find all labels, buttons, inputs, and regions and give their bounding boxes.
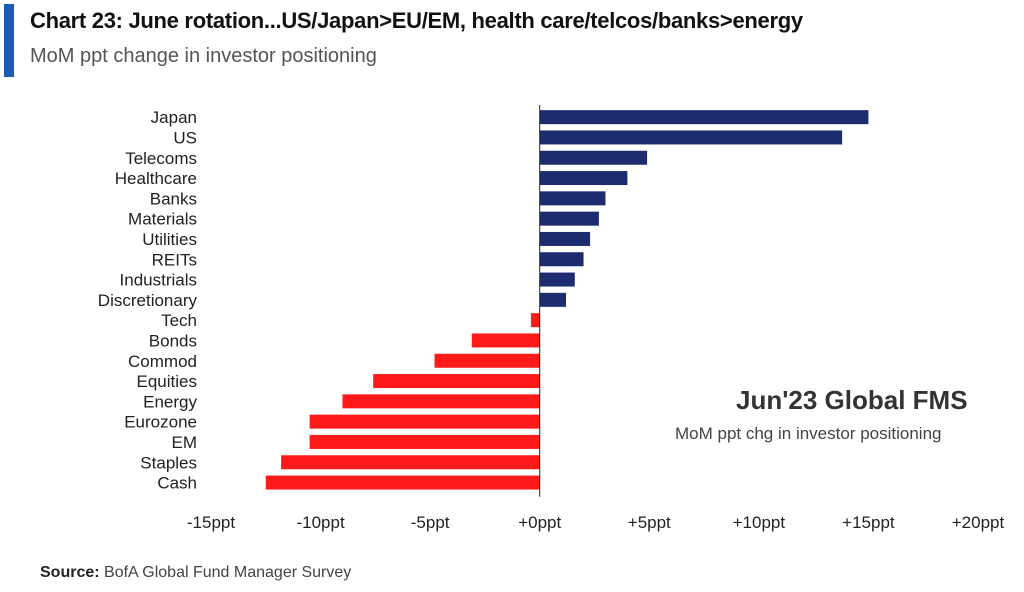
bar-industrials: [539, 272, 575, 287]
category-label: EM: [172, 433, 198, 452]
bar-japan: [539, 110, 869, 125]
source-label: Source:: [40, 564, 100, 581]
category-label: US: [173, 128, 197, 147]
category-label: Discretionary: [98, 291, 198, 310]
source-text: BofA Global Fund Manager Survey: [104, 564, 352, 581]
bar-bonds: [471, 333, 540, 348]
category-label: Tech: [161, 311, 197, 330]
bar-telecoms: [539, 150, 648, 165]
category-label: Industrials: [120, 271, 197, 290]
bar-banks: [539, 191, 606, 206]
category-label: Energy: [143, 392, 197, 411]
bar-em: [309, 434, 540, 449]
x-tick-label: -10ppt: [296, 513, 344, 532]
category-label: Cash: [157, 474, 197, 493]
bar-us: [539, 130, 843, 145]
x-tick-label: +20ppt: [952, 513, 1005, 532]
category-label: Commod: [128, 352, 197, 371]
x-tick-label: -5ppt: [411, 513, 450, 532]
bar-reits: [539, 252, 584, 267]
category-label: Bonds: [149, 331, 197, 350]
bar-energy: [342, 394, 540, 409]
bar-equities: [373, 374, 540, 389]
category-label: Banks: [150, 189, 197, 208]
x-tick-label: +5ppt: [628, 513, 671, 532]
bar-cash: [265, 475, 540, 490]
bar-utilities: [539, 231, 591, 246]
category-label: Staples: [140, 453, 197, 472]
title-accent-bar: [4, 4, 14, 77]
category-label: Healthcare: [115, 169, 197, 188]
annotation-title: Jun'23 Global FMS: [736, 385, 968, 415]
category-label: Eurozone: [124, 413, 197, 432]
chart-subtitle: MoM ppt change in investor positioning: [30, 45, 377, 67]
category-label: Telecoms: [125, 149, 197, 168]
bar-commod: [434, 353, 540, 368]
x-tick-label: +15ppt: [842, 513, 895, 532]
category-label: Materials: [128, 210, 197, 229]
bar-healthcare: [539, 171, 628, 186]
bar-discretionary: [539, 292, 567, 307]
bar-eurozone: [309, 414, 540, 429]
category-label: REITs: [152, 250, 197, 269]
chart-title: Chart 23: June rotation...US/Japan>EU/EM…: [30, 8, 803, 33]
x-tick-label: +10ppt: [733, 513, 786, 532]
x-tick-label: +0ppt: [518, 513, 561, 532]
bar-staples: [281, 455, 540, 470]
category-label: Equities: [137, 372, 197, 391]
bar-tech: [530, 313, 540, 328]
source-note: Source: BofA Global Fund Manager Survey: [40, 564, 351, 582]
category-label: Japan: [151, 108, 197, 127]
annotation-subtitle: MoM ppt chg in investor positioning: [675, 424, 942, 443]
category-label: Utilities: [142, 230, 197, 249]
bar-materials: [539, 211, 599, 226]
x-tick-label: -15ppt: [187, 513, 235, 532]
